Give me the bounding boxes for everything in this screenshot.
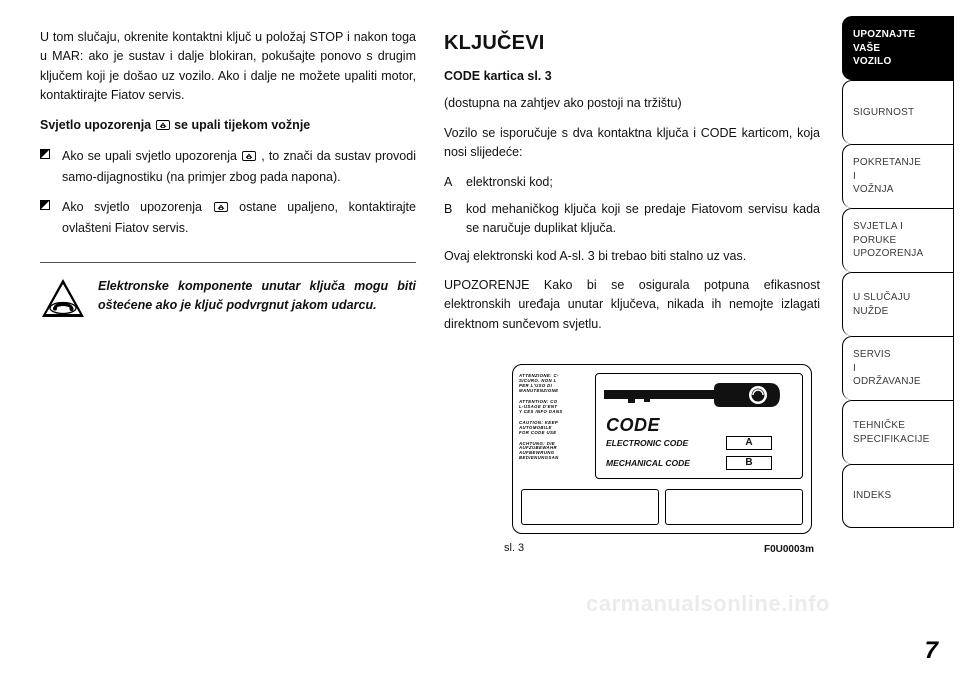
square-bullet-icon	[40, 198, 54, 239]
key-icon	[602, 380, 798, 410]
right-p3: UPOZORENJE Kako bi se osigurala potpuna …	[444, 276, 820, 334]
left-column: U tom slučaju, okrenite kontaktni ključ …	[40, 28, 416, 648]
tab-svjetla[interactable]: SVJETLA I PORUKE UPOZORENJA	[842, 208, 954, 272]
right-li-a: A elektronski kod;	[444, 173, 820, 192]
warning-box: Elektronske komponente unutar ključa mog…	[40, 277, 416, 319]
left-bullet-2: Ako svjetlo upozorenja ostane upaljeno, …	[40, 198, 416, 239]
warning-light-icon	[213, 200, 229, 219]
code-card-inner: CODE ELECTRONIC CODE A MECHANICAL CODE B	[595, 373, 803, 479]
figure-code: F0U0003m	[764, 542, 814, 558]
right-p2: Ovaj elektronski kod A-sl. 3 bi trebao b…	[444, 247, 820, 266]
warning-text: Elektronske komponente unutar ključa mog…	[98, 277, 416, 313]
right-column: KLJUČEVI CODE kartica sl. 3 (dostupna na…	[444, 28, 820, 648]
tab-upoznajte[interactable]: UPOZNAJTE VAŠE VOZILO	[842, 16, 954, 80]
figure-caption: sl. 3 F0U0003m	[444, 540, 820, 557]
code-card-warnings: ATTENZIONE: C- SICURO. NON L PER L'USO D…	[519, 374, 591, 467]
tab-tehnicke[interactable]: TEHNIČKE SPECIFIKACIJE	[842, 400, 954, 464]
content-columns: U tom slučaju, okrenite kontaktni ključ …	[40, 28, 820, 648]
electronic-code-row: ELECTRONIC CODE A	[606, 436, 772, 450]
left-bullet-1: Ako se upali svjetlo upozorenja , to zna…	[40, 147, 416, 188]
mechanical-code-row: MECHANICAL CODE B	[606, 456, 772, 470]
right-heading: KLJUČEVI	[444, 28, 820, 59]
warning-light-icon	[241, 149, 257, 168]
box-b: B	[726, 456, 772, 470]
tab-nuzda[interactable]: U SLUČAJU NUŽDE	[842, 272, 954, 336]
square-bullet-icon	[40, 147, 54, 188]
divider	[40, 262, 416, 263]
warning-triangle-icon	[40, 277, 86, 319]
left-subhead: Svjetlo upozorenja se upali tijekom vožn…	[40, 116, 416, 137]
tab-servis[interactable]: SERVIS I ODRŽAVANJE	[842, 336, 954, 400]
code-card: ATTENZIONE: C- SICURO. NON L PER L'USO D…	[512, 364, 812, 534]
page-number: 7	[925, 637, 938, 665]
right-p1: Vozilo se isporučuje s dva kontaktna klj…	[444, 124, 820, 163]
manual-page: U tom slučaju, okrenite kontaktni ključ …	[0, 0, 960, 677]
side-tabs: UPOZNAJTE VAŠE VOZILO SIGURNOST POKRETAN…	[842, 16, 954, 528]
left-p1: U tom slučaju, okrenite kontaktni ključ …	[40, 28, 416, 106]
right-subheading: CODE kartica sl. 3	[444, 67, 820, 86]
tab-pokretanje[interactable]: POKRETANJE I VOŽNJA	[842, 144, 954, 208]
box-a: A	[726, 436, 772, 450]
right-p0: (dostupna na zahtjev ako postoji na trži…	[444, 94, 820, 113]
warning-light-icon	[155, 118, 171, 137]
figure-number: sl. 3	[444, 540, 524, 557]
code-card-figure: ATTENZIONE: C- SICURO. NON L PER L'USO D…	[444, 364, 820, 557]
right-li-b: B kod mehaničkog ključa koji se predaje …	[444, 200, 820, 239]
tab-indeks[interactable]: INDEKS	[842, 464, 954, 528]
code-card-bottom-boxes	[521, 489, 803, 525]
tab-sigurnost[interactable]: SIGURNOST	[842, 80, 954, 144]
